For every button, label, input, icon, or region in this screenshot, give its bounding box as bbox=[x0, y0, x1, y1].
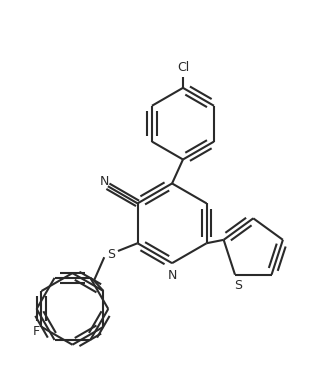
Text: S: S bbox=[107, 248, 115, 261]
Text: S: S bbox=[234, 279, 242, 292]
Text: N: N bbox=[100, 175, 109, 188]
Text: F: F bbox=[33, 325, 40, 338]
Text: Cl: Cl bbox=[177, 61, 189, 74]
Text: N: N bbox=[167, 269, 177, 282]
